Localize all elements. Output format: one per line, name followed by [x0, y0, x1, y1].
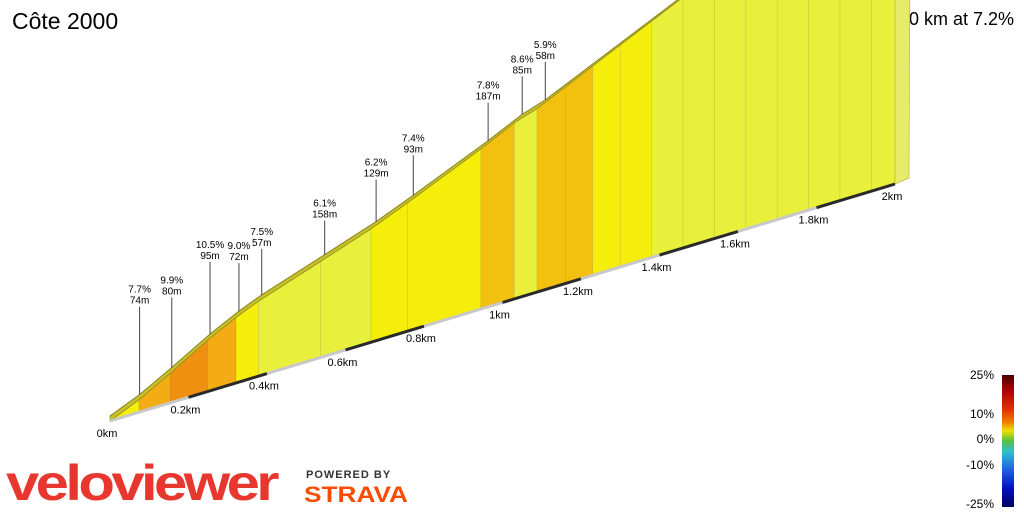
distance-axis-band [816, 182, 896, 210]
profile-slice [651, 0, 684, 258]
segment-length-label: 129m [364, 169, 389, 180]
segment-gradient-label: 7.8% [477, 81, 500, 92]
segment-length-label: 80m [162, 286, 181, 297]
distance-axis-band [109, 395, 189, 423]
profile-slice [480, 122, 515, 310]
distance-tick-label: 0.6km [328, 357, 358, 369]
distance-axis-band [188, 372, 268, 399]
profile-slice [808, 0, 841, 211]
distance-axis-band [423, 301, 503, 328]
segment-length-label: 187m [476, 92, 501, 103]
segment-length-label: 74m [130, 296, 149, 307]
profile-slice [745, 0, 778, 230]
profile-slice [776, 0, 809, 220]
distance-tick-label: 1.4km [642, 262, 672, 274]
distance-axis-band [737, 206, 817, 233]
distance-tick-label: 0.2km [171, 404, 201, 416]
legend-label: -10% [965, 458, 994, 472]
profile-slice [682, 0, 715, 249]
legend-label: 10% [969, 407, 994, 421]
distance-axis-band [659, 229, 739, 257]
climb-summary: 2.0 km at 7.2% [893, 9, 1014, 29]
distance-tick-label: 1.8km [799, 215, 829, 227]
segment-length-label: 158m [312, 210, 337, 221]
brand-area: veloviewer POWERED BY STRAVA [6, 456, 408, 508]
climb-title: Côte 2000 [12, 8, 119, 34]
profile-slice [839, 0, 872, 201]
legend-label: 25% [969, 368, 994, 382]
profile-slice [320, 228, 372, 358]
powered-by-label: POWERED BY [306, 469, 391, 481]
segment-gradient-label: 7.4% [402, 133, 425, 144]
segment-length-label: 57m [252, 238, 271, 249]
segment-length-label: 93m [404, 144, 423, 155]
segment-length-label: 72m [229, 252, 248, 263]
profile-slice [871, 0, 896, 192]
segment-length-label: 58m [536, 51, 555, 62]
distance-tick-label: 0km [97, 428, 118, 440]
veloviewer-logo: veloviewer [6, 456, 279, 508]
legend-label: -25% [965, 497, 994, 511]
distance-tick-label: 0.4km [249, 381, 279, 393]
gradient-legend: 25% 10% 0% -10% -25% [950, 366, 1024, 512]
segment-gradient-label: 10.5% [196, 240, 224, 251]
strava-logo: STRAVA [304, 482, 408, 507]
distance-axis-band [580, 253, 660, 281]
distance-axis-band [266, 348, 346, 376]
profile-slice [536, 86, 566, 293]
profile-slice [564, 65, 594, 284]
segment-gradient-label: 5.9% [534, 40, 557, 51]
distance-tick-label: 2km [882, 191, 903, 203]
segment-length-label: 95m [200, 251, 219, 262]
distance-axis-band [345, 324, 425, 352]
distance-tick-label: 1.6km [720, 238, 750, 250]
distance-tick-label: 1km [489, 310, 510, 322]
profile-slice [714, 0, 747, 239]
segment-gradient-label: 6.2% [365, 158, 388, 169]
distance-axis-band [502, 277, 582, 304]
segment-gradient-label: 9.0% [228, 241, 251, 252]
profile-ridge-line [109, 0, 679, 417]
profile-slice [592, 44, 621, 276]
gradient-color-bar [1002, 375, 1014, 507]
profile-slice [619, 20, 652, 268]
distance-tick-label: 1.2km [563, 286, 593, 298]
segment-gradient-label: 6.1% [313, 199, 336, 210]
segment-gradient-label: 8.6% [511, 54, 534, 65]
distance-tick-label: 0.8km [406, 333, 436, 345]
profile-end-cap [894, 0, 911, 185]
segment-gradient-label: 9.9% [160, 275, 183, 286]
profile-slice [513, 108, 538, 300]
legend-label: 0% [976, 432, 994, 446]
segment-length-label: 85m [512, 65, 531, 76]
segment-gradient-label: 7.7% [128, 285, 151, 296]
segment-gradient-label: 7.5% [250, 227, 273, 238]
